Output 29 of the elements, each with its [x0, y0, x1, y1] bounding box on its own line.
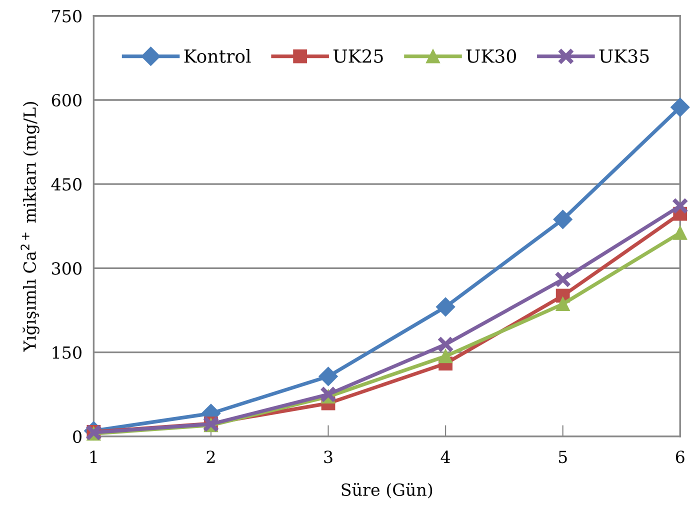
y-tick-label: 0: [73, 430, 82, 443]
x-tick-label: 3: [324, 450, 332, 464]
point: [318, 366, 338, 386]
x-tick-label: 6: [676, 450, 684, 464]
y-tick-label: 750: [52, 10, 82, 22]
y-axis-title: Yığışımlı Ca$^{2+}$ miktarı (mg/L): [20, 102, 40, 352]
point: [556, 297, 570, 312]
y-tick-label: 300: [52, 262, 82, 275]
legend-label: UK25: [333, 49, 383, 63]
point: [554, 271, 572, 288]
point: [553, 210, 572, 229]
y-tick-label: 150: [52, 346, 82, 359]
x-tick-label: 4: [440, 450, 450, 463]
point: [673, 226, 688, 240]
y-tick-label: 600: [52, 94, 82, 107]
x-tick-label: 5: [558, 450, 567, 464]
legend-label: UK30: [466, 49, 516, 63]
y-tick-label: 450: [51, 178, 82, 191]
point: [438, 349, 452, 364]
point: [670, 98, 690, 117]
x-tick-label: 1: [90, 450, 97, 463]
legend-label: UK35: [599, 49, 649, 63]
point: [672, 198, 688, 214]
point: [436, 297, 456, 316]
point: [320, 386, 337, 403]
x-tick-label: 2: [206, 450, 215, 463]
point: [437, 336, 454, 353]
x-axis-title: Süre (Gün): [342, 483, 432, 498]
legend-label: Kontrol: [184, 48, 251, 63]
